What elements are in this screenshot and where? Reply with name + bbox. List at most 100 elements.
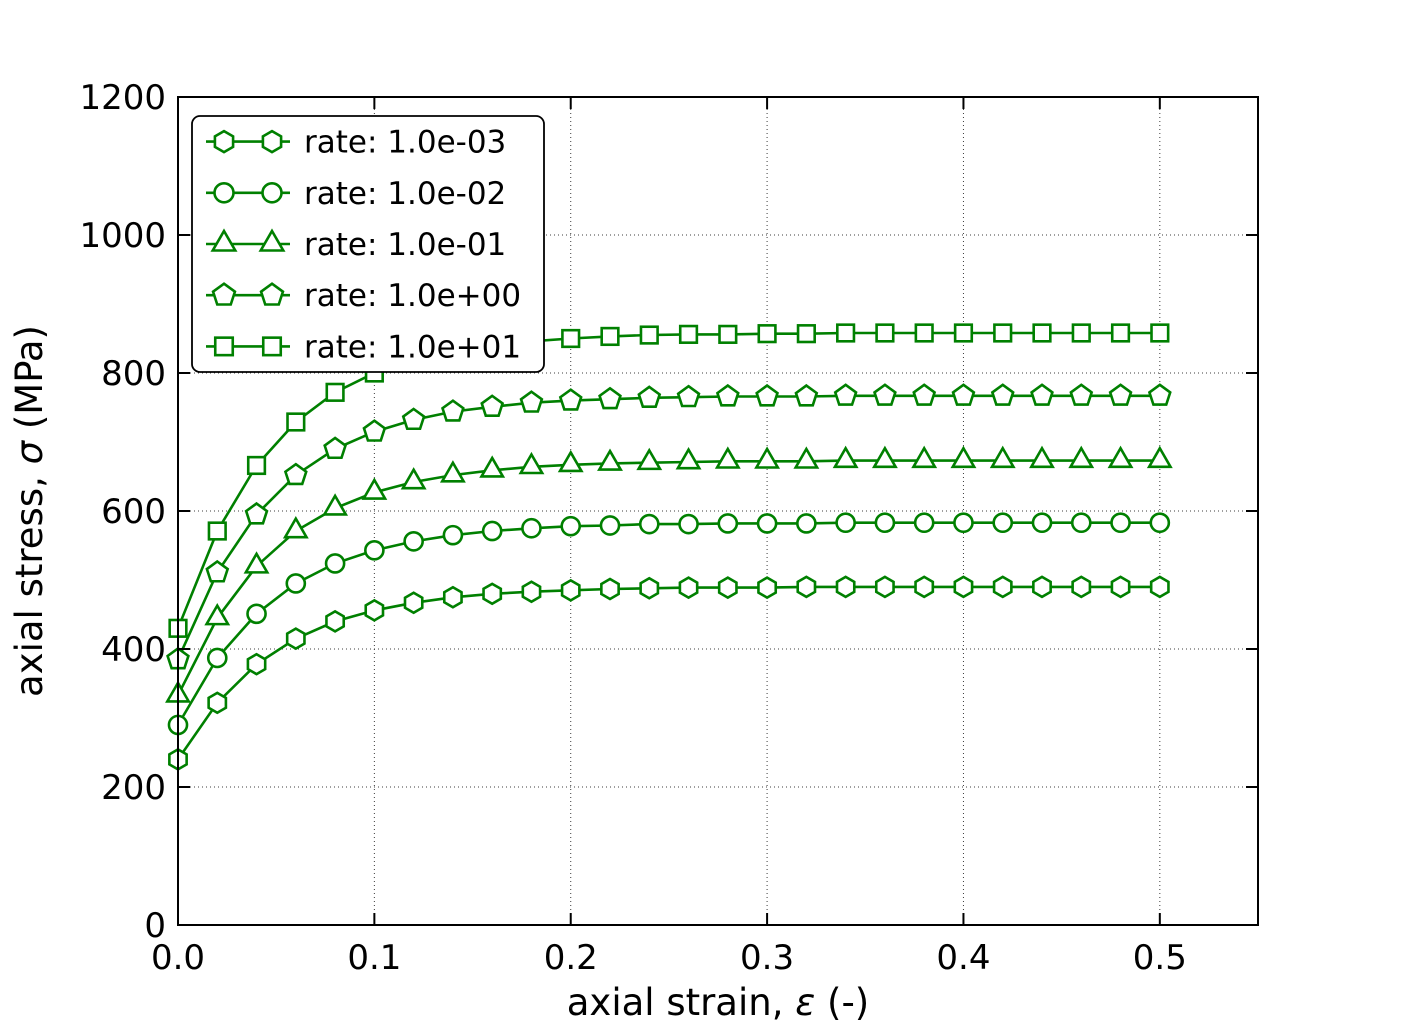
x-axis-label-symbol: ε (795, 981, 815, 1024)
series-line-2 (176, 459, 1160, 696)
series-marker-pentagon (519, 390, 544, 413)
series-marker-triangle (400, 467, 427, 490)
series-marker-circle (1149, 512, 1171, 534)
x-tick-label: 0.0 (151, 938, 205, 978)
y-tick-label: 200 (101, 768, 166, 808)
series-marker-triangle (1107, 445, 1134, 469)
legend-marker-triangle (258, 228, 286, 252)
series-marker-square (1150, 323, 1170, 343)
series-marker-circle (599, 515, 621, 536)
series-marker-circle (835, 512, 856, 534)
legend-label: rate: 1.0e-03 (304, 125, 506, 161)
series-marker-pentagon (323, 436, 348, 460)
legend-label: rate: 1.0e+00 (304, 278, 521, 314)
series-marker-pentagon (205, 559, 230, 583)
legend-box (191, 115, 545, 373)
series-marker-circle (874, 512, 896, 534)
series-marker-square (993, 323, 1013, 343)
series-marker-hexagon (717, 576, 738, 600)
series-marker-pentagon (715, 383, 740, 407)
x-tick-label: 0.4 (936, 938, 990, 978)
legend-label: rate: 1.0e+01 (304, 329, 521, 365)
series-marker-hexagon (1071, 575, 1092, 599)
series-marker-hexagon (207, 691, 228, 715)
series-marker-triangle (793, 446, 820, 469)
legend-label: rate: 1.0e-01 (304, 227, 506, 263)
x-tick-label: 0.1 (347, 938, 401, 978)
series-marker-triangle (518, 451, 545, 475)
series-marker-hexagon (914, 575, 935, 599)
series-marker-square (207, 521, 227, 541)
series-marker-square (600, 326, 620, 347)
y-axis-label-symbol: σ (8, 439, 51, 464)
series-marker-triangle (675, 447, 702, 470)
series-marker-square (1032, 323, 1052, 343)
series-marker-pentagon (676, 384, 701, 408)
y-tick-label: 1000 (79, 216, 166, 256)
series-marker-square (914, 323, 934, 343)
series-marker-circle (953, 512, 974, 534)
series-marker-circle (206, 647, 228, 669)
x-axis-label: axial strain, ε (-) (567, 981, 869, 1024)
series-marker-square (246, 455, 267, 476)
series-marker-hexagon (325, 609, 346, 633)
series-marker-circle (481, 520, 503, 542)
series-marker-pentagon (598, 386, 622, 410)
series-marker-hexagon (678, 576, 699, 600)
series-marker-triangle (597, 448, 623, 471)
series-marker-pentagon (558, 388, 583, 411)
series-marker-circle (364, 539, 385, 561)
series-marker-hexagon (560, 578, 581, 602)
series-marker-hexagon (364, 598, 385, 622)
legend-marker-pentagon (211, 282, 237, 306)
series-marker-triangle (989, 445, 1016, 469)
series-marker-hexagon (285, 627, 306, 651)
y-axis-label-prefix: axial stress, (8, 464, 51, 697)
series-marker-pentagon (362, 419, 387, 442)
series-marker-triangle (754, 446, 781, 469)
series-marker-circle (560, 515, 582, 537)
x-tick-label: 0.3 (740, 938, 794, 978)
series-marker-pentagon (755, 383, 780, 407)
series-marker-triangle (714, 446, 741, 469)
series-marker-triangle (204, 602, 231, 626)
series-marker-pentagon (1030, 383, 1054, 406)
x-tick-label: 0.2 (544, 938, 598, 978)
series-marker-triangle (479, 455, 506, 478)
series-marker-circle (442, 524, 464, 546)
series-marker-square (875, 323, 895, 343)
legend-marker-square (213, 336, 235, 357)
series-marker-square (953, 323, 974, 343)
series-marker-pentagon (1069, 383, 1094, 406)
series-marker-pentagon (833, 383, 858, 406)
series-marker-triangle (361, 477, 388, 500)
series-marker-triangle (557, 449, 584, 473)
legend-marker-triangle (210, 228, 238, 252)
series-marker-triangle (1068, 445, 1095, 469)
legend-marker-circle (213, 182, 235, 204)
series-marker-circle (521, 517, 542, 539)
series-marker-circle (1070, 512, 1092, 534)
series-marker-hexagon (992, 575, 1013, 599)
ticks-layer: 0.0 0.1 0.2 0.3 0.4 0.5 0 200 400 600 800 1000 1200 (79, 78, 1258, 978)
series-marker-circle (324, 553, 346, 574)
series-marker-circle (285, 573, 307, 594)
series-marker-square (286, 412, 306, 432)
series-marker-pentagon (912, 383, 937, 406)
series-marker-circle (1031, 512, 1053, 534)
series-marker-hexagon (953, 575, 974, 599)
legend-label: rate: 1.0e-02 (304, 176, 506, 212)
series-marker-circle (992, 512, 1014, 534)
series-marker-square (561, 328, 581, 349)
series-marker-circle (1110, 512, 1131, 534)
series-marker-hexagon (1110, 575, 1131, 599)
legend: rate: 1.0e-03 rate: 1.0e-02 rate: 1.0e-01 r… (191, 115, 545, 373)
series-marker-square (757, 324, 777, 344)
series-marker-triangle (243, 551, 270, 574)
legend-marker-square (261, 336, 283, 357)
series-marker-hexagon (796, 575, 817, 599)
y-tick-label: 800 (101, 354, 166, 394)
series-marker-hexagon (482, 582, 503, 606)
series-marker-triangle (1029, 445, 1055, 469)
